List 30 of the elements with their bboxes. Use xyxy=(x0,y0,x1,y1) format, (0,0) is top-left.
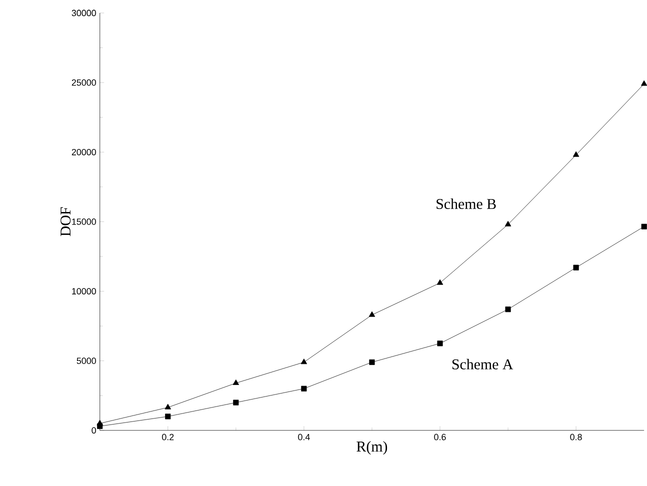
point xyxy=(437,340,443,346)
x-axis-title: R(m) xyxy=(356,440,388,454)
point xyxy=(436,279,444,285)
y-tick-label: 25000 xyxy=(72,79,96,86)
y-axis-title: DOF xyxy=(60,207,71,236)
y-tick-label: 20000 xyxy=(72,148,96,156)
x-tick-label: 0.4 xyxy=(298,434,310,440)
y-tick-label: 5000 xyxy=(76,357,96,364)
point xyxy=(368,311,376,317)
point xyxy=(504,220,512,226)
x-tick-label: 0.6 xyxy=(434,434,446,440)
x-tick-label: 0.2 xyxy=(162,434,174,440)
y-tick-label: 0 xyxy=(92,427,96,434)
point xyxy=(233,400,239,406)
y-tick-label: 15000 xyxy=(72,218,96,225)
point xyxy=(164,404,172,410)
point xyxy=(369,359,375,365)
point xyxy=(572,151,580,157)
x-tick-label: 0.8 xyxy=(570,434,582,440)
y-tick-label: 30000 xyxy=(72,10,96,16)
point xyxy=(573,264,579,270)
point xyxy=(96,420,103,426)
point xyxy=(232,379,240,385)
point xyxy=(301,386,307,392)
y-tick-label: 10000 xyxy=(72,288,96,294)
point xyxy=(505,306,511,312)
series-label: Scheme A xyxy=(452,358,514,370)
series-label: Scheme B xyxy=(436,198,496,209)
point xyxy=(300,358,308,364)
point xyxy=(165,414,171,420)
